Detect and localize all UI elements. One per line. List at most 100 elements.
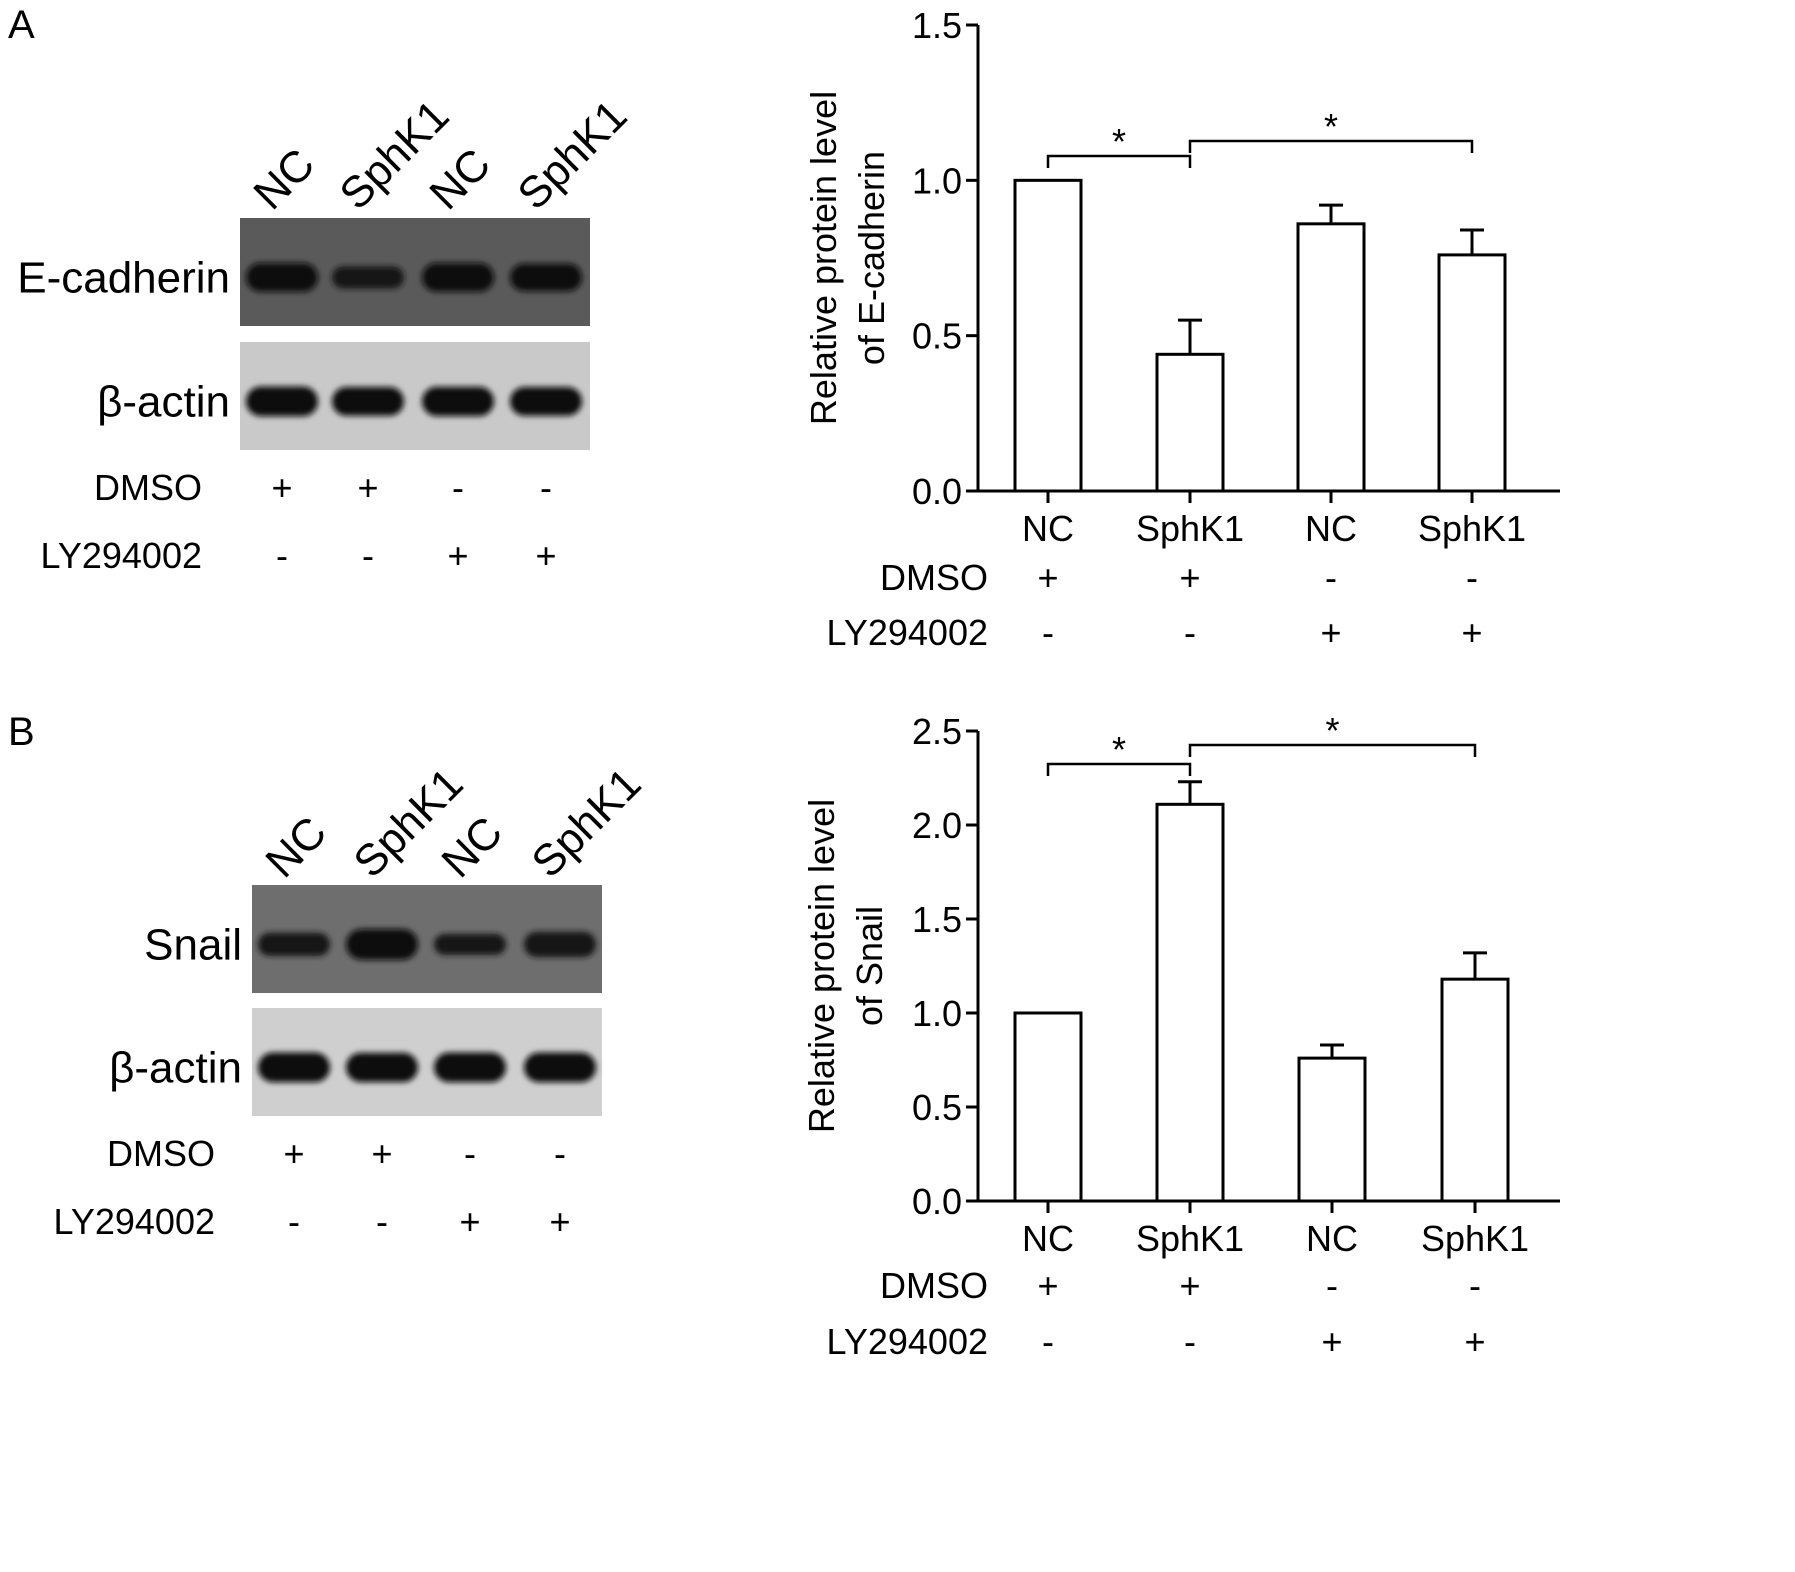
treatment-mark: + bbox=[549, 1201, 570, 1242]
treatment-mark: - bbox=[464, 1133, 476, 1174]
treatment-mark: + bbox=[447, 535, 468, 576]
blot-band bbox=[246, 263, 318, 292]
blot-band bbox=[524, 931, 596, 958]
significance-bracket bbox=[1046, 154, 1192, 168]
significance-star: * bbox=[1112, 121, 1126, 162]
significance-star: * bbox=[1325, 710, 1339, 751]
y-axis-label: Relative protein level bbox=[801, 799, 842, 1133]
blot-band bbox=[510, 263, 582, 292]
blot-band bbox=[422, 263, 494, 292]
lane-label: NC bbox=[244, 139, 324, 219]
blot-row-label: β-actin bbox=[97, 377, 230, 426]
blot-band bbox=[258, 932, 330, 956]
blot-band bbox=[434, 933, 506, 955]
blot-band bbox=[346, 928, 418, 960]
treatment-label: DMSO bbox=[880, 1265, 988, 1306]
treatment-mark: + bbox=[1037, 557, 1058, 598]
treatment-mark: - bbox=[1184, 1321, 1196, 1362]
bar bbox=[1013, 178, 1083, 493]
treatment-label: LY294002 bbox=[41, 535, 203, 576]
treatment-mark: + bbox=[357, 467, 378, 508]
bar bbox=[1296, 222, 1366, 493]
blot-band bbox=[510, 387, 582, 416]
y-tick-label: 1.5 bbox=[912, 899, 962, 940]
panel-letter-a: A bbox=[8, 3, 35, 47]
bar-chart-e-cadherin: 0.0 0.5 1.0 1.5 Relative protein level of E-c… bbox=[803, 5, 1560, 653]
y-tick-label: 1.5 bbox=[912, 5, 962, 46]
panel-letter-b: B bbox=[8, 710, 35, 754]
treatment-mark: + bbox=[1321, 1321, 1342, 1362]
lane-label: SphK1 bbox=[508, 91, 636, 219]
treatment-mark: - bbox=[1042, 612, 1054, 653]
bar bbox=[1437, 253, 1507, 493]
treatment-mark: - bbox=[1326, 1265, 1338, 1306]
y-tick-label: 0.0 bbox=[912, 1181, 962, 1222]
lane-label: SphK1 bbox=[522, 759, 650, 887]
x-tick-label: NC bbox=[1022, 508, 1074, 549]
significance-bracket bbox=[1046, 762, 1192, 776]
blot-row-label: β-actin bbox=[109, 1043, 242, 1092]
treatment-mark: - bbox=[288, 1201, 300, 1242]
treatment-label: LY294002 bbox=[827, 1321, 989, 1362]
bar bbox=[1440, 977, 1510, 1203]
bar bbox=[1013, 1011, 1083, 1203]
y-tick-label: 2.0 bbox=[912, 805, 962, 846]
treatment-mark: + bbox=[1461, 612, 1482, 653]
significance-bracket bbox=[1188, 743, 1477, 757]
blot-band bbox=[258, 1052, 330, 1083]
treatment-mark: + bbox=[283, 1133, 304, 1174]
treatment-mark: + bbox=[459, 1201, 480, 1242]
blot-band bbox=[332, 266, 404, 289]
treatment-mark: - bbox=[1469, 1265, 1481, 1306]
treatment-mark: + bbox=[1179, 557, 1200, 598]
treatment-label: DMSO bbox=[94, 467, 202, 508]
treatment-mark: - bbox=[540, 467, 552, 508]
treatment-label: DMSO bbox=[107, 1133, 215, 1174]
x-tick-label: SphK1 bbox=[1136, 1218, 1244, 1259]
bar-chart-snail: 0.0 0.5 1.0 1.5 2.0 2.5 Relative protein level… bbox=[801, 710, 1560, 1362]
y-axis-label: Relative protein level bbox=[803, 91, 844, 425]
bar bbox=[1297, 1056, 1367, 1203]
x-tick-label: NC bbox=[1305, 508, 1357, 549]
blot-band bbox=[332, 387, 404, 416]
treatment-mark: - bbox=[1184, 612, 1196, 653]
bar bbox=[1155, 352, 1225, 493]
treatment-mark: - bbox=[276, 535, 288, 576]
y-tick-label: 2.5 bbox=[912, 711, 962, 752]
treatment-label: DMSO bbox=[880, 557, 988, 598]
treatment-mark: + bbox=[371, 1133, 392, 1174]
blot-row-label: E-cadherin bbox=[17, 253, 230, 302]
treatment-mark: - bbox=[554, 1133, 566, 1174]
x-tick-label: SphK1 bbox=[1421, 1218, 1529, 1259]
treatment-mark: - bbox=[376, 1201, 388, 1242]
treatment-mark: - bbox=[1466, 557, 1478, 598]
treatment-mark: + bbox=[1464, 1321, 1485, 1362]
blot-band bbox=[434, 1052, 506, 1083]
significance-star: * bbox=[1324, 106, 1338, 147]
treatment-label: LY294002 bbox=[827, 612, 989, 653]
y-axis-label: of Snail bbox=[849, 906, 890, 1026]
treatment-mark: - bbox=[1325, 557, 1337, 598]
lane-label: NC bbox=[256, 807, 336, 887]
x-tick-label: SphK1 bbox=[1136, 508, 1244, 549]
significance-star: * bbox=[1112, 729, 1126, 770]
treatment-mark: + bbox=[271, 467, 292, 508]
bar bbox=[1155, 802, 1225, 1203]
blot-band bbox=[524, 1052, 596, 1083]
blot-band bbox=[422, 386, 494, 417]
significance-bracket bbox=[1188, 139, 1474, 153]
blot-row-label: Snail bbox=[144, 920, 242, 969]
treatment-mark: - bbox=[362, 535, 374, 576]
treatment-mark: + bbox=[535, 535, 556, 576]
treatment-mark: - bbox=[1042, 1321, 1054, 1362]
treatment-label: LY294002 bbox=[54, 1201, 216, 1242]
y-tick-label: 0.5 bbox=[912, 316, 962, 357]
y-tick-label: 0.5 bbox=[912, 1087, 962, 1128]
x-tick-label: SphK1 bbox=[1418, 508, 1526, 549]
treatment-mark: - bbox=[452, 467, 464, 508]
blot-band bbox=[246, 386, 318, 417]
y-tick-label: 1.0 bbox=[912, 993, 962, 1034]
